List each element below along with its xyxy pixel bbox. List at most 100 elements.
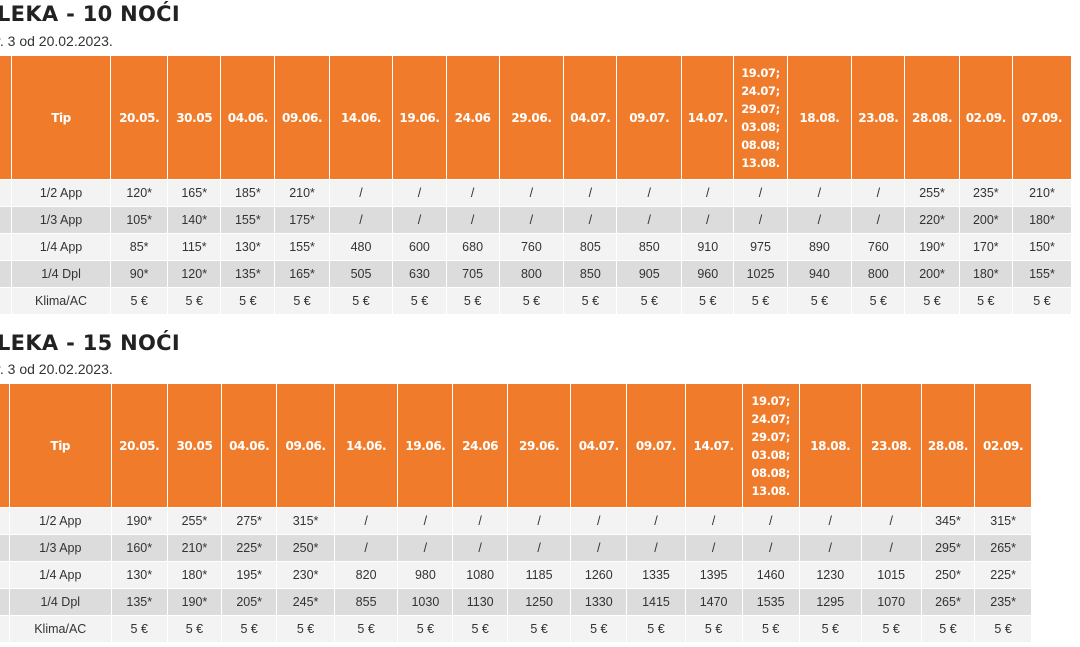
price-cell: 225* (221, 534, 278, 562)
header-date: 29.06. (506, 383, 572, 508)
price-cell: 5 € (974, 615, 1033, 643)
price-cell: / (392, 206, 447, 234)
price-cell: 90* (110, 260, 169, 288)
section-title-15-nights: LEKA - 15 NOĆI (0, 331, 180, 355)
price-cell: 155* (220, 206, 276, 234)
header-date: 04.06. (220, 55, 276, 180)
room-type-cell: Klima/AC (8, 615, 112, 643)
price-cell: 1470 (684, 588, 743, 616)
price-cell: / (570, 507, 628, 535)
header-date: 23.08. (851, 55, 906, 180)
header-date: 28.08. (920, 383, 976, 508)
price-cell: 505 (328, 260, 394, 288)
price-cell: 5 € (958, 287, 1013, 315)
price-cell: / (851, 179, 906, 207)
price-cell: / (626, 534, 686, 562)
price-cell: 705 (445, 260, 500, 288)
price-cell: 275* (221, 507, 278, 535)
price-cell: 220* (904, 206, 960, 234)
price-cell: 205* (221, 588, 278, 616)
price-cell: / (681, 206, 735, 234)
row-edge-cell (0, 534, 10, 562)
price-cell: 760 (851, 233, 906, 261)
price-cell: 5 € (741, 615, 800, 643)
price-cell: 1230 (798, 561, 862, 589)
price-cell: 800 (498, 260, 565, 288)
price-cell: 5 € (397, 615, 454, 643)
header-date: 18.08. (798, 383, 862, 508)
header-date: 02.09. (974, 383, 1033, 508)
price-cell: 190* (166, 588, 223, 616)
price-cell: 890 (786, 233, 853, 261)
price-cell: 820 (333, 561, 399, 589)
table-row: 1/3 App 105* 140* 155* 175* / / / / / / / / //220* 200… (0, 206, 1073, 234)
row-edge-cell (0, 287, 12, 315)
header-date: 23.08. (860, 383, 922, 508)
price-cell: 5 € (860, 615, 922, 643)
price-cell: 940 (786, 260, 853, 288)
price-cell: 5 € (563, 287, 618, 315)
price-cell: / (498, 179, 565, 207)
price-cell: / (798, 507, 862, 535)
price-cell: 800 (851, 260, 906, 288)
price-cell: 5 € (167, 287, 222, 315)
row-edge-cell (0, 561, 10, 589)
header-date: 29.06. (498, 55, 565, 180)
price-cell: 255* (904, 179, 960, 207)
price-cell: 5 € (333, 615, 399, 643)
row-edge-cell (0, 588, 10, 616)
price-cell: 1070 (860, 588, 922, 616)
price-cell: 5 € (220, 287, 276, 315)
price-cell: 1185 (506, 561, 572, 589)
price-cell: 200* (958, 206, 1013, 234)
room-type-cell: 1/4 App (8, 561, 112, 589)
header-date: 20.05. (110, 383, 168, 508)
price-cell: 250* (276, 534, 335, 562)
table-row: 1/2 App 190* 255* 275* 315* / / / / / / / / //345* 315… (0, 507, 1072, 535)
price-cell: 255* (166, 507, 223, 535)
room-type-cell: 1/4 Dpl (8, 588, 112, 616)
room-type-cell: Klima/AC (10, 287, 112, 315)
price-cell: 1415 (626, 588, 686, 616)
header-date-line: 08.08; (741, 137, 780, 152)
header-date: 28.08. (904, 55, 960, 180)
price-cell: 200* (904, 260, 960, 288)
price-cell: 5 € (798, 615, 862, 643)
price-cell: / (333, 507, 399, 535)
price-cell: / (445, 179, 500, 207)
price-cell: 105* (110, 206, 169, 234)
price-cell: 210* (274, 179, 330, 207)
price-cell: 1260 (570, 561, 628, 589)
price-cell: 5 € (498, 287, 565, 315)
section-title-10-nights: LEKA - 10 NOĆI (0, 2, 180, 26)
table-row: Klima/AC 5 €5 €5 €5 €5 €5 €5 €5 €5 €5 €5 … (0, 287, 1073, 315)
row-edge-cell (0, 206, 12, 234)
price-cell: 180* (1011, 206, 1073, 234)
room-type-cell: 1/2 App (10, 179, 112, 207)
header-date-line: 24.07; (741, 83, 780, 98)
price-cell: 600 (392, 233, 447, 261)
header-date: 19.07; 24.07; 29.07; 03.08; 08.08; 13.08. (741, 383, 800, 508)
price-cell: / (328, 206, 394, 234)
price-cell: 1030 (397, 588, 454, 616)
price-cell: 185* (220, 179, 276, 207)
row-edge-cell (0, 615, 10, 643)
row-edge-cell (0, 233, 12, 261)
price-cell: / (681, 179, 735, 207)
price-cell: 1130 (452, 588, 508, 616)
price-cell: 1395 (684, 561, 743, 589)
price-cell: 180* (958, 260, 1013, 288)
price-cell: 960 (681, 260, 735, 288)
room-type-cell: 1/4 Dpl (10, 260, 112, 288)
header-date: 24.06 (445, 55, 500, 180)
header-blank-cell (0, 383, 10, 508)
price-cell: 225* (974, 561, 1033, 589)
price-cell: 315* (974, 507, 1033, 535)
header-date-line: 29.07; (751, 429, 790, 444)
price-cell: 5 € (392, 287, 447, 315)
price-cell: / (626, 507, 686, 535)
price-cell: 1080 (452, 561, 508, 589)
header-date-line: 13.08. (751, 483, 791, 498)
header-date: 09.06. (274, 55, 330, 180)
price-cell: / (684, 507, 743, 535)
